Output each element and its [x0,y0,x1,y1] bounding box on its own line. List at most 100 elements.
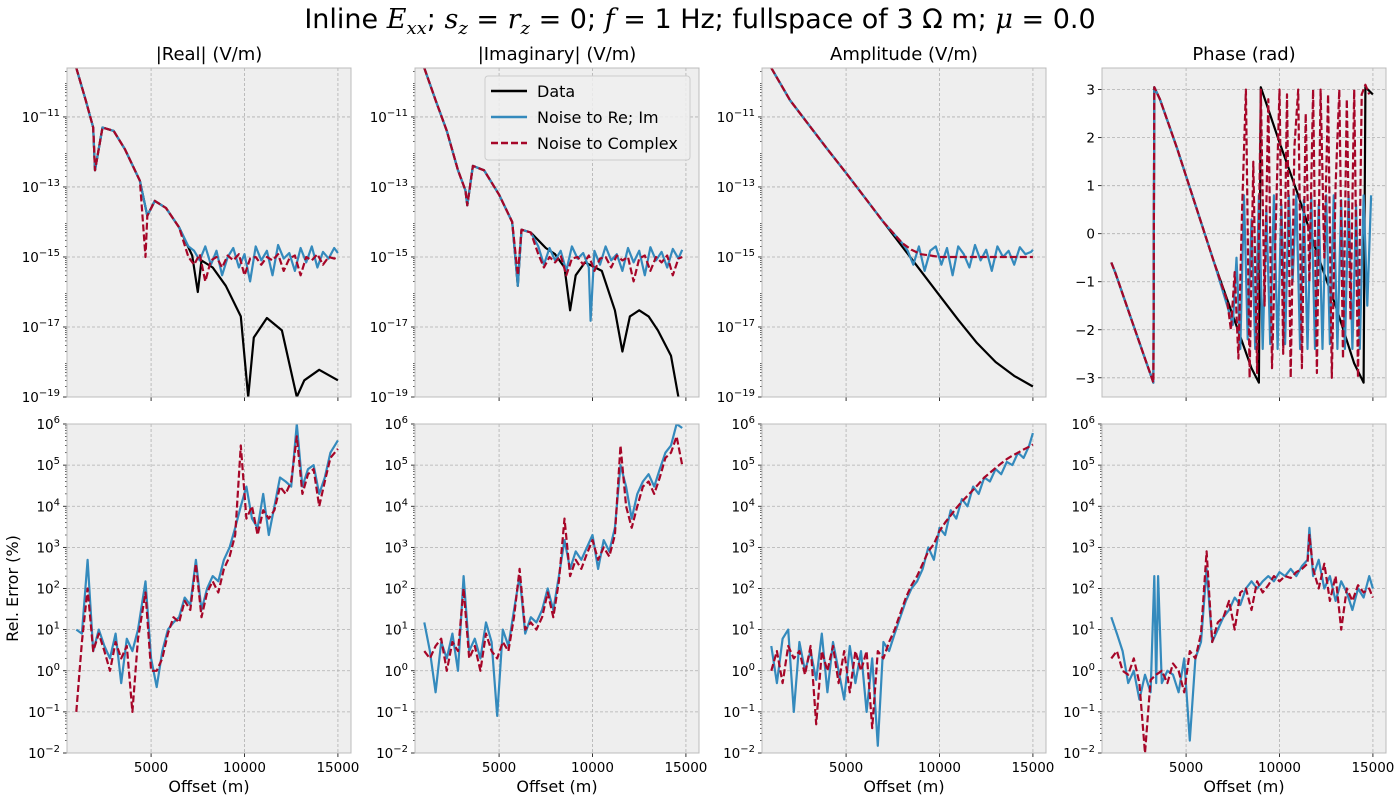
series-line-noise-to-complex [1110,533,1374,753]
y-tick-label: 0 [1086,227,1095,243]
panel-title: |Real| (V/m) [156,44,263,65]
panel-1: 10−11 10−13 10−15 10−17 10−19 |Real| (V/m) [22,44,352,406]
y-tick-label: 101 [1071,621,1095,639]
y-tick-label: 10−19 [22,388,60,406]
x-tick-label: 10000 [918,760,961,776]
y-tick-label: 100 [731,662,755,680]
panel-6: 5000 10000 15000 106 105 104 103 102 101 100 10−1 1… [376,415,707,796]
y-tick-label: 3 [1086,83,1095,99]
y-tick-label: 106 [384,415,408,433]
y-tick-label: −1 [1075,275,1095,291]
series-line-noise-to-complex [770,68,1033,259]
panel-5: 5000 10000 15000 106 105 104 103 102 101 100 10−1 1… [3,415,359,796]
y-tick-label: 1 [1086,179,1095,195]
y-tick-label: 104 [1071,497,1095,515]
series-line-noise-to-complex [770,443,1034,730]
x-tick-label: 15000 [1011,760,1054,776]
y-tick-label: 10−2 [28,744,60,762]
panel-title: |Imaginary| (V/m) [478,44,637,65]
panel-4: 3 2 1 0 −1 −2 −3 Phase (rad) [1075,44,1387,401]
y-tick-label: 10−1 [28,703,60,721]
x-tick-label: 5000 [482,760,516,776]
y-tick-label: 104 [384,497,408,515]
y-tick-label: 104 [36,497,60,515]
y-tick-label: 10−15 [22,248,60,266]
x-tick-label: 15000 [664,760,707,776]
y-tick-label: 106 [731,415,755,433]
legend-entry: Noise to Re; Im [537,108,659,127]
y-tick-label: 103 [36,538,60,556]
y-tick-label: 104 [731,497,755,515]
y-tick-label: 103 [731,538,755,556]
y-tick-label: 10−11 [717,108,755,126]
y-tick-label: 102 [36,580,60,598]
y-tick-label: 102 [384,580,408,598]
plot-area [67,68,351,397]
panel-3: 10−11 10−13 10−15 10−17 10−19 Amplitude (V/m) [717,44,1047,406]
y-tick-label: −3 [1075,371,1095,387]
series-line-noise-to-complex [423,68,683,283]
series-line-noise-to-re-im [1110,526,1374,742]
y-tick-label: 10−2 [376,744,408,762]
y-tick-label: 10−2 [1063,744,1095,762]
y-tick-label: 101 [731,621,755,639]
x-tick-label: 5000 [134,760,168,776]
x-tick-label: 10000 [571,760,614,776]
x-tick-label: 10000 [223,760,266,776]
y-tick-label: 10−13 [717,178,755,196]
y-axis-label: Rel. Error (%) [3,535,22,642]
series-line-noise-to-complex [75,435,339,714]
panel-7: 5000 10000 15000 106 105 104 103 102 101 100 10−1 1… [723,415,1054,796]
x-axis-label: Offset (m) [168,777,249,796]
y-tick-label: 10−2 [723,744,755,762]
y-tick-label: 10−13 [370,178,408,196]
y-tick-label: 105 [36,456,60,474]
series-line-noise-to-re-im [770,432,1034,747]
y-tick-label: 102 [731,580,755,598]
y-tick-label: −2 [1075,323,1095,339]
plot-area [762,68,1046,397]
y-tick-label: 106 [1071,415,1095,433]
x-axis-label: Offset (m) [1203,777,1284,796]
y-tick-label: 103 [384,538,408,556]
y-tick-label: 100 [1071,662,1095,680]
y-tick-label: 10−19 [717,388,755,406]
y-tick-label: 102 [1071,580,1095,598]
x-tick-label: 15000 [316,760,359,776]
y-tick-label: 10−15 [370,248,408,266]
y-tick-label: 103 [1071,538,1095,556]
y-tick-label: 10−17 [22,318,60,336]
series-line-noise-to-complex [75,68,339,283]
figure-title: Inline Exx; sz = rz = 0; f = 1 Hz; fulls… [304,4,1095,39]
y-tick-label: 10−11 [370,108,408,126]
x-tick-label: 15000 [1351,760,1394,776]
y-tick-label: 106 [36,415,60,433]
x-tick-label: 5000 [829,760,863,776]
y-tick-label: 10−11 [22,108,60,126]
y-tick-label: 10−15 [717,248,755,266]
panel-8: 5000 10000 15000 106 105 104 103 102 101 100 10−1 1… [1063,415,1394,796]
y-tick-label: 101 [36,621,60,639]
y-tick-label: 100 [36,662,60,680]
legend-entry: Noise to Complex [537,134,678,153]
x-axis-label: Offset (m) [863,777,944,796]
legend-entry: Data [537,82,575,101]
y-tick-label: 105 [384,456,408,474]
y-tick-label: 10−1 [723,703,755,721]
y-tick-label: 105 [731,456,755,474]
x-axis-label: Offset (m) [516,777,597,796]
y-tick-label: 100 [384,662,408,680]
series-line-noise-to-re-im [75,68,339,283]
panel-title: Phase (rad) [1192,44,1295,65]
x-tick-label: 10000 [1258,760,1301,776]
y-tick-label: 101 [384,621,408,639]
y-tick-label: 10−19 [370,388,408,406]
y-tick-label: 10−13 [22,178,60,196]
y-tick-label: 10−1 [376,703,408,721]
panel-title: Amplitude (V/m) [830,44,978,65]
y-tick-label: 10−17 [370,318,408,336]
legend: Data Noise to Re; Im Noise to Complex [484,75,691,161]
y-tick-label: 105 [1071,456,1095,474]
y-tick-label: 10−17 [717,318,755,336]
